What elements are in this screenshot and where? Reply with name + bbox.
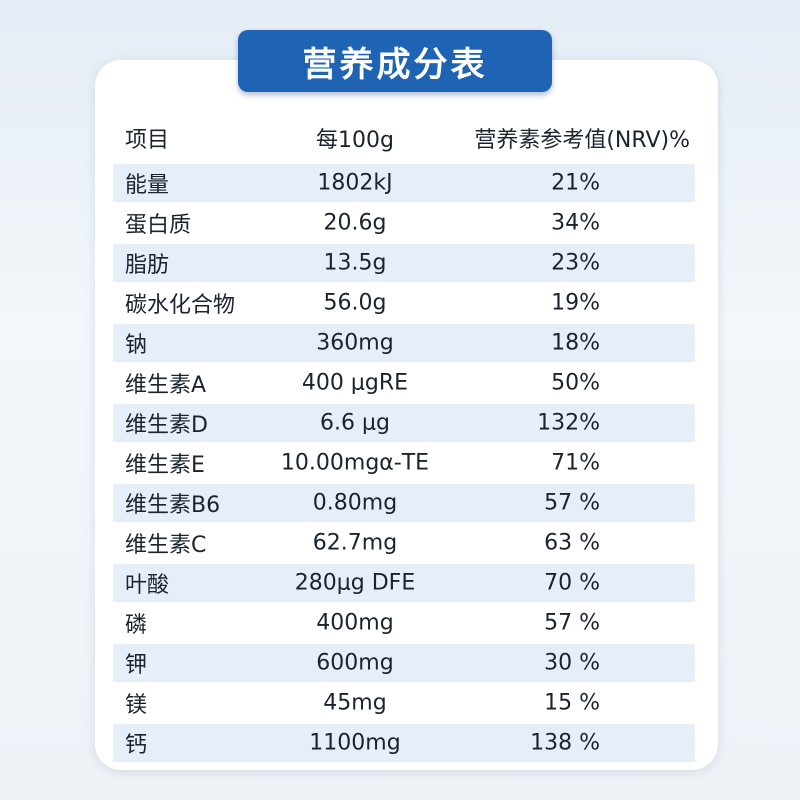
table-row-cell: 70 % bbox=[544, 570, 600, 596]
table-row: 钠 360mg 18% bbox=[113, 324, 695, 362]
table-row-cell: 0.80mg bbox=[312, 490, 398, 516]
table-row-cell: 63 % bbox=[544, 530, 600, 556]
table-row-cell: 钾 bbox=[125, 653, 148, 678]
table-row: 维生素C 62.7mg 63 % bbox=[113, 524, 695, 562]
table-row-cell: 镁 bbox=[125, 693, 148, 718]
table-row-cell: 6.6 μg bbox=[320, 410, 390, 436]
table-row-cell: 15 % bbox=[544, 690, 600, 716]
header-row: 项目 每100g 营养素参考值(NRV)% bbox=[113, 119, 695, 157]
table-row-cell: 45mg bbox=[323, 690, 387, 716]
table-row: 蛋白质 20.6g 34% bbox=[113, 204, 695, 242]
table-row-cell: 138 % bbox=[530, 730, 600, 756]
table-row-cell: 钙 bbox=[125, 733, 148, 758]
table-row: 磷 400mg 57 % bbox=[113, 604, 695, 642]
table-row-cell: 400mg bbox=[316, 610, 394, 636]
table-row-cell: 碳水化合物 bbox=[125, 293, 236, 318]
table-row: 碳水化合物 56.0g 19% bbox=[113, 284, 695, 322]
table-row-cell: 56.0g bbox=[323, 290, 387, 316]
table-row: 维生素D 6.6 μg 132% bbox=[113, 404, 695, 442]
title: 营养成分表 bbox=[238, 30, 552, 92]
table-row-cell: 400 μgRE bbox=[301, 370, 409, 396]
table-row-cell: 132% bbox=[537, 410, 600, 436]
table-row-cell: 57 % bbox=[544, 610, 600, 636]
table-row-cell: 34% bbox=[551, 210, 600, 236]
table-row-cell: 57 % bbox=[544, 490, 600, 516]
header-row-cell: 项目 bbox=[125, 128, 170, 153]
table-row-cell: 1100mg bbox=[309, 730, 401, 756]
table-row: 脂肪 13.5g 23% bbox=[113, 244, 695, 282]
table-row-cell: 20.6g bbox=[323, 210, 387, 236]
table-row: 能量 1802kJ 21% bbox=[113, 164, 695, 202]
table-row: 钾 600mg 30 % bbox=[113, 644, 695, 682]
table-row-cell: 23% bbox=[551, 250, 600, 276]
table-row-cell: 280μg DFE bbox=[294, 570, 416, 596]
table-row: 维生素E 10.00mgα-TE 71% bbox=[113, 444, 695, 482]
table-row: 叶酸 280μg DFE 70 % bbox=[113, 564, 695, 602]
table-row-cell: 600mg bbox=[316, 650, 394, 676]
table-row-cell: 1802kJ bbox=[317, 170, 393, 196]
table-row-cell: 维生素E bbox=[125, 453, 205, 478]
table-row-cell: 18% bbox=[551, 330, 600, 356]
table-row-cell: 30 % bbox=[544, 650, 600, 676]
table-row: 维生素A 400 μgRE 50% bbox=[113, 364, 695, 402]
table-row-cell: 维生素B6 bbox=[125, 493, 221, 518]
table-row-cell: 71% bbox=[551, 450, 600, 476]
table-row-cell: 62.7mg bbox=[312, 530, 398, 556]
table-row-cell: 脂肪 bbox=[125, 253, 170, 278]
table-row-cell: 50% bbox=[551, 370, 600, 396]
table-row-cell: 360mg bbox=[316, 330, 394, 356]
table-row: 镁 45mg 15 % bbox=[113, 684, 695, 722]
table-row-cell: 磷 bbox=[125, 613, 148, 638]
table-row-cell: 钠 bbox=[125, 333, 148, 358]
table-row-cell: 21% bbox=[551, 170, 600, 196]
table-row-cell: 叶酸 bbox=[125, 573, 170, 598]
table-row-cell: 蛋白质 bbox=[125, 213, 192, 238]
table-row-cell: 19% bbox=[551, 290, 600, 316]
table-row: 钙 1100mg 138 % bbox=[113, 724, 695, 762]
header-row-cell: 每100g bbox=[316, 128, 394, 153]
table-row-cell: 10.00mgα-TE bbox=[280, 450, 430, 476]
table-row: 维生素B6 0.80mg 57 % bbox=[113, 484, 695, 522]
table-row-cell: 维生素D bbox=[125, 413, 208, 438]
header-row-cell: 营养素参考值(NRV)% bbox=[474, 128, 690, 153]
table-row-cell: 能量 bbox=[125, 173, 170, 198]
table-row-cell: 13.5g bbox=[323, 250, 387, 276]
table-row-cell: 维生素A bbox=[125, 373, 207, 398]
table-row-cell: 维生素C bbox=[125, 533, 207, 558]
